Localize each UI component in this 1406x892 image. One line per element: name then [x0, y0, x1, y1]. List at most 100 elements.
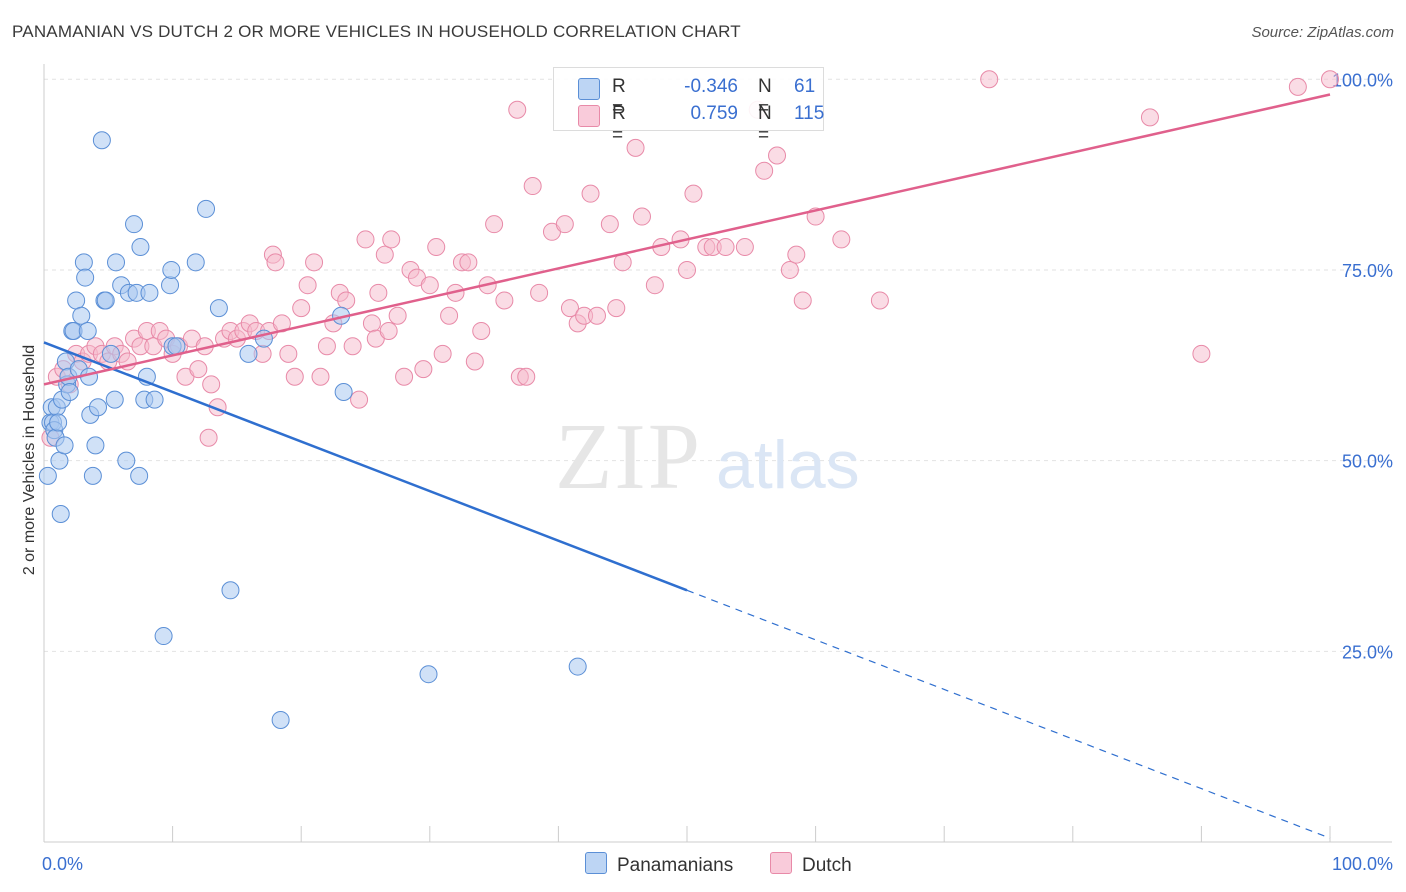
dutch-point — [517, 367, 536, 386]
panamanian-point — [568, 657, 587, 676]
panamanian-point — [101, 344, 120, 363]
dutch-point — [735, 238, 754, 257]
panamanians-legend-swatch — [585, 852, 607, 874]
panamanian-point — [239, 344, 258, 363]
panamanian-point — [154, 627, 173, 646]
axes — [43, 64, 1392, 843]
dutch-point — [472, 321, 491, 340]
dutch-point — [382, 230, 401, 249]
dutch-legend-label: Dutch — [802, 855, 852, 876]
dutch-point — [716, 238, 735, 257]
dutch-point — [768, 146, 787, 165]
dutch-point — [395, 367, 414, 386]
panamanian-points — [38, 131, 587, 729]
dutch-point — [379, 321, 398, 340]
panamanian-point — [105, 390, 124, 409]
n-value: 61 — [794, 76, 816, 97]
n-label: N = — [758, 76, 772, 119]
panamanian-point — [96, 291, 115, 310]
dutch-point — [600, 215, 619, 234]
dutch-point — [1288, 77, 1307, 96]
panamanian-point — [38, 466, 57, 485]
dutch-point — [1321, 70, 1339, 89]
dutch-point — [632, 207, 651, 226]
panamanian-point — [162, 260, 181, 279]
r-label: R = — [612, 76, 626, 119]
r-value: 0.759 — [690, 103, 738, 124]
dutch-points — [41, 70, 1339, 447]
dutch-point — [870, 291, 889, 310]
dutch-point — [607, 299, 626, 318]
dutch-point — [202, 375, 221, 394]
dutch-point — [755, 161, 774, 180]
dutch-point — [311, 367, 330, 386]
panamanian-point — [271, 710, 290, 729]
dutch-point — [350, 390, 369, 409]
panamanian-point — [86, 436, 105, 455]
panamanian-point — [197, 199, 216, 218]
panamanian-point — [92, 131, 111, 150]
y-tick-label: 25.0% — [1342, 642, 1393, 662]
dutch-point — [980, 70, 999, 89]
y-tick-label: 100.0% — [1332, 70, 1393, 90]
y-tick-label: 50.0% — [1342, 452, 1393, 472]
panamanian-point — [161, 276, 180, 295]
panamanians-swatch — [578, 78, 600, 100]
dutch-point — [427, 238, 446, 257]
dutch-point — [459, 253, 478, 272]
panamanian-point — [140, 283, 159, 302]
dutch-point — [356, 230, 375, 249]
dutch-legend-swatch — [770, 852, 792, 874]
dutch-point — [495, 291, 514, 310]
panamanian-point — [221, 581, 240, 600]
r-label: R = — [612, 103, 626, 146]
dutch-point — [433, 344, 452, 363]
dutch-point — [388, 306, 407, 325]
dutch-point — [508, 100, 527, 119]
dutch-point — [343, 337, 362, 356]
panamanian-point — [50, 451, 69, 470]
watermark: ZIP atlas — [555, 405, 860, 509]
panamanian-point — [334, 382, 353, 401]
dutch-point — [279, 344, 298, 363]
panamanian-point — [78, 321, 97, 340]
watermark-zip: ZIP — [555, 405, 702, 509]
panamanian-point — [419, 665, 438, 684]
dutch-point — [199, 428, 218, 447]
dutch-point — [305, 253, 324, 272]
n-value: 115 — [794, 103, 825, 124]
panamanian-point — [130, 466, 149, 485]
dutch-point — [793, 291, 812, 310]
dutch-point — [1140, 108, 1159, 127]
panamanian-point — [72, 306, 91, 325]
dutch-point — [362, 314, 381, 333]
panamanians-legend-label: Panamanians — [617, 855, 734, 876]
panamanian-point — [74, 253, 93, 272]
dutch-point — [530, 283, 549, 302]
x-tick-label: 0.0% — [42, 854, 83, 874]
panamanian-point — [55, 436, 74, 455]
dutch-point — [266, 253, 285, 272]
stats-legend: R = -0.346 N = 61 R = 0.759 N = 115 — [553, 67, 824, 146]
panamanian-point — [125, 215, 144, 234]
panamanian-point — [131, 238, 150, 257]
legend-item-dutch: Dutch — [770, 852, 852, 877]
panamanian-point — [60, 382, 79, 401]
dutch-point — [581, 184, 600, 203]
dutch-point — [523, 177, 542, 196]
y-tick-label: 75.0% — [1342, 261, 1393, 281]
panamanian-point — [67, 291, 86, 310]
dutch-point — [440, 306, 459, 325]
trend-lines — [43, 93, 1331, 839]
dutch-point — [420, 276, 439, 295]
panamanian-point — [117, 451, 136, 470]
dutch-point — [292, 299, 311, 318]
dutch-point — [1192, 344, 1211, 363]
panamanian-point — [83, 466, 102, 485]
dutch-point — [189, 360, 208, 379]
gridlines — [44, 78, 1392, 652]
panamanian-trend-extension — [686, 589, 1331, 839]
dutch-point — [375, 245, 394, 264]
panamanian-point — [89, 398, 108, 417]
